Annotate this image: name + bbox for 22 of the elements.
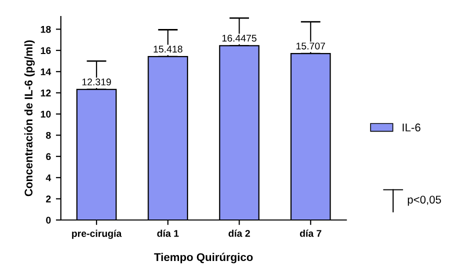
legend-label: IL-6 (402, 124, 420, 132)
y-tick-label: 14 (40, 68, 52, 76)
y-tick-label: 8 (46, 132, 51, 139)
y-tick-label: 12 (40, 90, 51, 96)
y-tick-label: 0 (46, 216, 51, 224)
x-tick-label: pre-cirugía (72, 230, 122, 239)
x-axis-title: Tiempo Quirúrgico (154, 252, 253, 264)
text: p<0,05 (408, 196, 441, 206)
x-tick-label: día 1 (157, 230, 179, 237)
y-tick-label: 10 (40, 110, 51, 118)
y-tick-label: 2 (46, 196, 51, 202)
y-tick-label: 6 (46, 153, 51, 160)
x-tick-label: día 7 (300, 230, 322, 237)
data-label: 15.418 (154, 46, 182, 53)
data-label: 16.4475 (222, 34, 256, 42)
y-axis-title: Concentración de IL-6 (pg/ml) (24, 40, 35, 196)
y-tick-label: 4 (46, 174, 52, 182)
data-label: 12.319 (82, 78, 111, 86)
y-tick-label: 18 (40, 26, 51, 33)
x-tick-label: día 2 (228, 230, 250, 237)
data-label: 15.707 (296, 42, 326, 50)
y-tick-label: 16 (40, 47, 51, 54)
